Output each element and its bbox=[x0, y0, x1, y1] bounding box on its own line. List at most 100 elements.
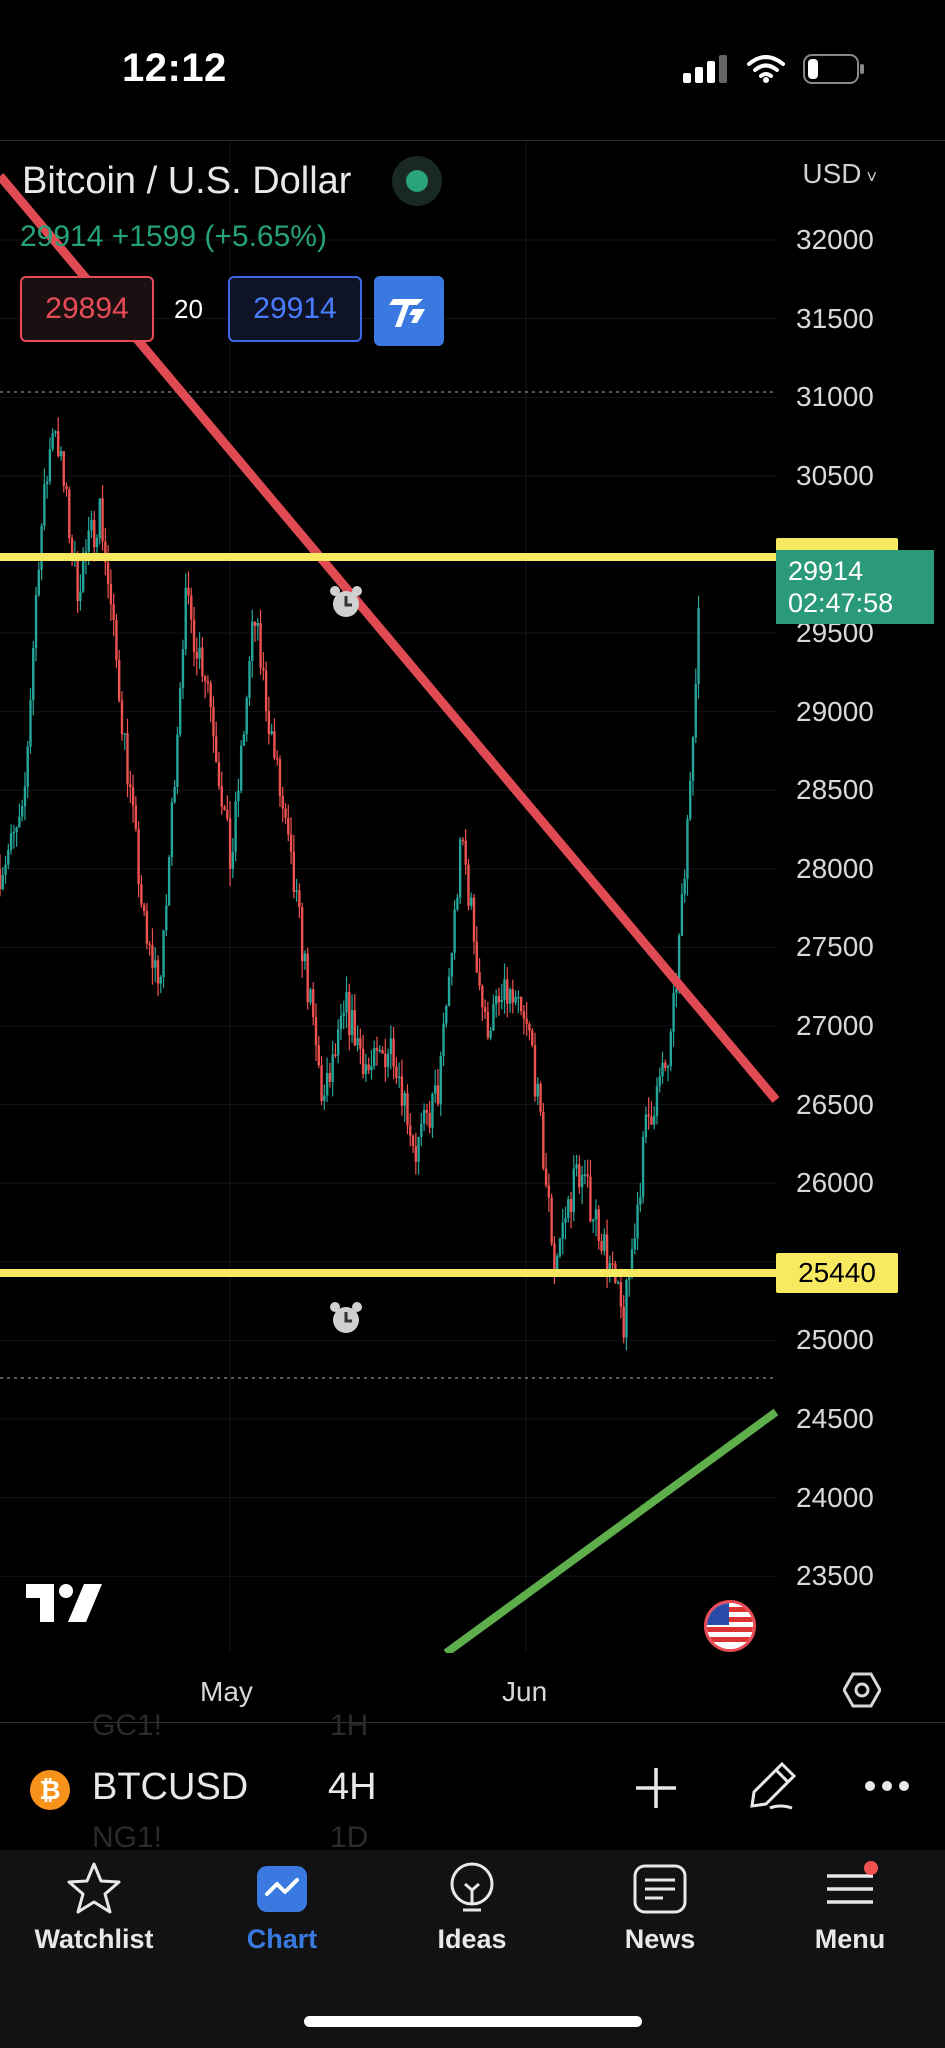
trading-panel-button[interactable] bbox=[374, 276, 444, 346]
price-chart[interactable] bbox=[0, 141, 945, 1653]
tab-ideas[interactable]: Ideas bbox=[392, 1860, 552, 1955]
ghost-interval-top: 1H bbox=[330, 1709, 369, 1742]
candle-body bbox=[151, 945, 154, 968]
drawing-tools-icon[interactable] bbox=[746, 1760, 798, 1812]
candle-body bbox=[234, 801, 237, 853]
tab-menu[interactable]: Menu bbox=[770, 1860, 930, 1955]
candle-body bbox=[489, 1030, 492, 1038]
tab-chart[interactable]: Chart bbox=[202, 1860, 362, 1955]
candle-body bbox=[195, 651, 199, 659]
more-icon[interactable] bbox=[864, 1780, 910, 1792]
candle-body bbox=[567, 1199, 570, 1219]
sell-button[interactable]: 29894 bbox=[20, 276, 154, 342]
add-icon[interactable] bbox=[634, 1766, 678, 1810]
candle-body bbox=[278, 759, 282, 797]
alarm-icon[interactable] bbox=[328, 1300, 364, 1336]
candle-body bbox=[536, 1083, 539, 1097]
candle-body bbox=[472, 897, 476, 942]
cellular-signal-icon bbox=[683, 55, 727, 83]
last-price-tag-value: 29914 bbox=[788, 556, 864, 586]
candle-body bbox=[129, 784, 132, 788]
candle-body bbox=[198, 647, 201, 659]
candle-body bbox=[470, 897, 473, 906]
candle-body bbox=[619, 1282, 623, 1307]
candle-body bbox=[345, 991, 348, 1013]
y-tick-label: 32000 bbox=[796, 224, 874, 255]
home-indicator bbox=[304, 2016, 642, 2027]
candle-body bbox=[561, 1222, 564, 1239]
chevron-down-icon: ˅ bbox=[861, 167, 877, 187]
price-change: +1599 bbox=[111, 220, 197, 253]
candle-body bbox=[528, 1023, 531, 1031]
us-flag-icon[interactable] bbox=[704, 1600, 756, 1652]
candle-body bbox=[51, 433, 54, 450]
candle-body bbox=[215, 736, 218, 763]
last-price-tag: 29914 02:47:58 bbox=[776, 550, 934, 624]
chart-settings-icon[interactable] bbox=[843, 1672, 881, 1708]
market-status-icon[interactable] bbox=[392, 156, 442, 206]
candle-body bbox=[467, 864, 470, 906]
candle-body bbox=[148, 943, 151, 946]
alarm-icon[interactable] bbox=[328, 584, 364, 620]
buy-button[interactable]: 29914 bbox=[228, 276, 362, 342]
candle-body bbox=[264, 670, 268, 711]
candle-body bbox=[350, 1010, 354, 1036]
candle-body bbox=[37, 569, 41, 595]
interval-selector[interactable]: 4H bbox=[328, 1766, 377, 1808]
candle-body bbox=[611, 1263, 614, 1265]
candle-body bbox=[694, 684, 697, 738]
symbol-selector[interactable]: BTCUSD bbox=[92, 1766, 249, 1808]
candle-body bbox=[348, 991, 351, 1036]
candle-body bbox=[7, 850, 10, 865]
candle-body bbox=[95, 538, 99, 548]
candle-body bbox=[378, 1050, 381, 1052]
tab-news[interactable]: News bbox=[580, 1860, 740, 1955]
candle-body bbox=[253, 621, 257, 627]
candle-body bbox=[689, 780, 692, 819]
candle-body bbox=[445, 1005, 448, 1024]
candle-body bbox=[1, 874, 4, 890]
candle-body bbox=[167, 857, 171, 906]
y-tick-label: 27000 bbox=[796, 1010, 874, 1041]
candle-body bbox=[26, 746, 29, 787]
symbol-toolbar: GC1! 1H NG1! 1D bbox=[0, 1709, 945, 1854]
level-tag-lower: 25440 bbox=[776, 1253, 898, 1293]
candle-body bbox=[583, 1174, 587, 1176]
chart-bottom-divider bbox=[0, 1722, 945, 1723]
candle-body bbox=[594, 1209, 598, 1220]
candle-body bbox=[165, 905, 168, 931]
spread-value: 20 bbox=[174, 294, 203, 324]
y-tick-label: 27500 bbox=[796, 931, 874, 963]
candle-body bbox=[226, 809, 229, 819]
candle-body bbox=[239, 745, 243, 791]
candle-body bbox=[517, 996, 520, 999]
candle-body bbox=[245, 697, 248, 735]
candle-body bbox=[442, 1023, 445, 1057]
ascending-trendline[interactable] bbox=[443, 1408, 779, 1653]
bitcoin-icon: ₿ bbox=[30, 1770, 70, 1810]
candle-body bbox=[223, 806, 226, 810]
candle-body bbox=[303, 953, 307, 962]
candle-body bbox=[140, 884, 143, 905]
candle-body bbox=[317, 1045, 320, 1066]
tab-watchlist[interactable]: Watchlist bbox=[14, 1860, 174, 1955]
candle-body bbox=[87, 530, 90, 552]
candle-body bbox=[336, 1029, 340, 1056]
candle-body bbox=[314, 1017, 318, 1046]
candle-body bbox=[384, 1053, 387, 1068]
candle-body bbox=[115, 620, 118, 661]
candle-body bbox=[34, 594, 38, 649]
candle-body bbox=[48, 449, 52, 482]
candle-body bbox=[647, 1114, 650, 1117]
candle-body bbox=[428, 1112, 431, 1128]
candle-body bbox=[98, 498, 101, 539]
candle-body bbox=[162, 930, 165, 978]
candle-body bbox=[511, 989, 515, 1003]
candle-body bbox=[605, 1234, 609, 1271]
candle-body bbox=[173, 786, 176, 803]
candle-body bbox=[686, 818, 689, 879]
candle-body bbox=[276, 757, 279, 760]
candle-body bbox=[486, 1012, 490, 1038]
candle-body bbox=[206, 681, 210, 684]
currency-selector[interactable]: USD ˅ bbox=[802, 158, 877, 189]
